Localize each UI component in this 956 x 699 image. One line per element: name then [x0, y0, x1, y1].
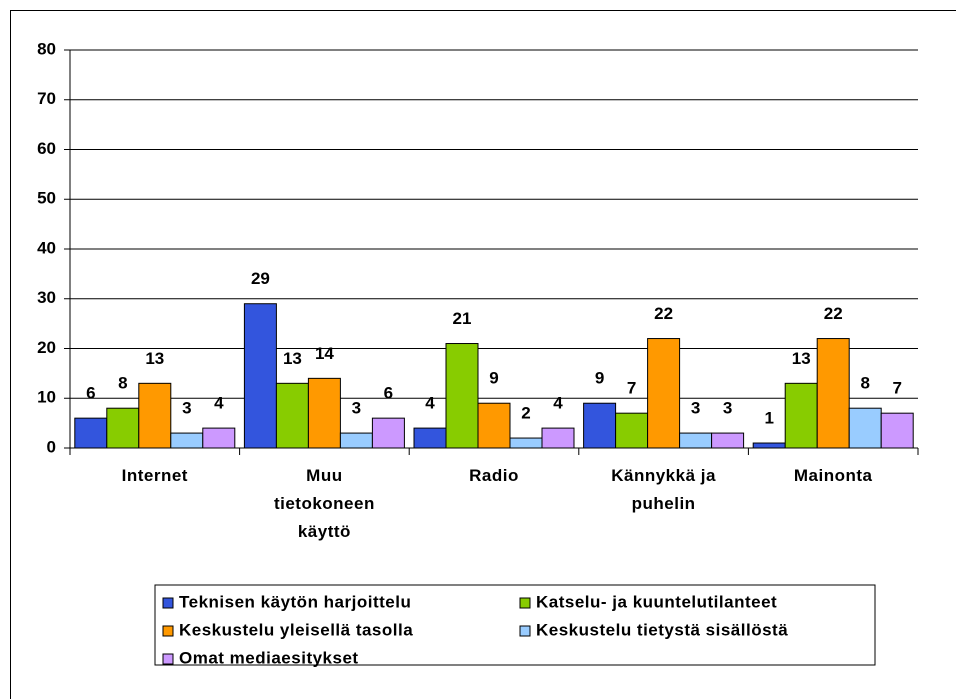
bar — [583, 402, 617, 449]
bar — [445, 343, 479, 449]
bar — [371, 417, 405, 449]
value-label: 4 — [214, 394, 224, 413]
bar — [339, 432, 373, 449]
value-label: 13 — [792, 349, 811, 368]
value-label: 13 — [145, 349, 164, 368]
bar — [711, 432, 745, 449]
value-label: 7 — [892, 379, 901, 398]
bar — [679, 432, 713, 449]
legend-swatch — [162, 625, 174, 637]
legend-label: Katselu- ja kuuntelutilanteet — [536, 592, 777, 611]
value-label: 8 — [860, 374, 869, 393]
legend-box — [154, 584, 876, 666]
y-tick-label: 10 — [37, 388, 56, 407]
value-label: 4 — [425, 394, 435, 413]
x-tick-label: Kännykkä ja puhelin — [611, 466, 716, 513]
value-label: 8 — [118, 374, 127, 393]
y-tick-label: 40 — [37, 238, 56, 257]
bar — [243, 303, 277, 449]
value-label: 7 — [627, 379, 636, 398]
value-label: 13 — [283, 349, 302, 368]
bar — [106, 407, 140, 449]
y-tick-label: 50 — [37, 189, 56, 208]
bar — [784, 382, 818, 449]
legend-swatch — [519, 625, 531, 637]
value-label: 3 — [352, 399, 361, 418]
bar — [752, 442, 786, 449]
legend-label: Omat mediaesitykset — [179, 648, 359, 667]
value-label: 22 — [654, 304, 673, 323]
frame — [10, 10, 956, 699]
y-tick-label: 20 — [37, 338, 56, 357]
value-label: 4 — [553, 394, 563, 413]
x-tick-label: Radio — [469, 466, 519, 485]
x-tick-label: Internet — [121, 466, 188, 485]
bar — [74, 417, 108, 449]
value-label: 14 — [315, 344, 334, 363]
legend-label: Keskustelu tietystä sisällöstä — [536, 620, 788, 639]
bar — [816, 338, 850, 449]
bar — [307, 377, 341, 449]
legend-swatch — [162, 653, 174, 665]
x-tick-label: Muu tietokoneen käyttö — [273, 466, 375, 541]
bar — [170, 432, 204, 449]
bar — [477, 402, 511, 449]
bar — [647, 338, 681, 449]
bar — [202, 427, 236, 449]
value-label: 2 — [521, 404, 530, 423]
value-label: 9 — [489, 369, 498, 388]
legend-swatch — [519, 597, 531, 609]
y-tick-label: 80 — [37, 39, 56, 58]
y-tick-label: 0 — [47, 437, 56, 456]
y-tick-label: 30 — [37, 288, 56, 307]
legend-label: Teknisen käytön harjoittelu — [179, 592, 411, 611]
value-label: 22 — [824, 304, 843, 323]
bar — [880, 412, 914, 449]
value-label: 6 — [384, 384, 393, 403]
value-label: 1 — [764, 409, 773, 428]
value-label: 21 — [453, 309, 472, 328]
value-label: 29 — [251, 269, 270, 288]
bar — [615, 412, 649, 449]
bar — [138, 382, 172, 449]
value-label: 3 — [691, 399, 700, 418]
bar — [509, 437, 543, 449]
bar — [848, 407, 882, 449]
legend-swatch — [162, 597, 174, 609]
legend-label: Keskustelu yleisellä tasolla — [179, 620, 413, 639]
value-label: 9 — [595, 369, 604, 388]
bar — [275, 382, 309, 449]
y-tick-label: 60 — [37, 139, 56, 158]
bar — [413, 427, 447, 449]
value-label: 6 — [86, 384, 95, 403]
bar — [541, 427, 575, 449]
x-tick-label: Mainonta — [793, 466, 873, 485]
value-label: 3 — [723, 399, 732, 418]
y-tick-label: 70 — [37, 89, 56, 108]
value-label: 3 — [182, 399, 191, 418]
